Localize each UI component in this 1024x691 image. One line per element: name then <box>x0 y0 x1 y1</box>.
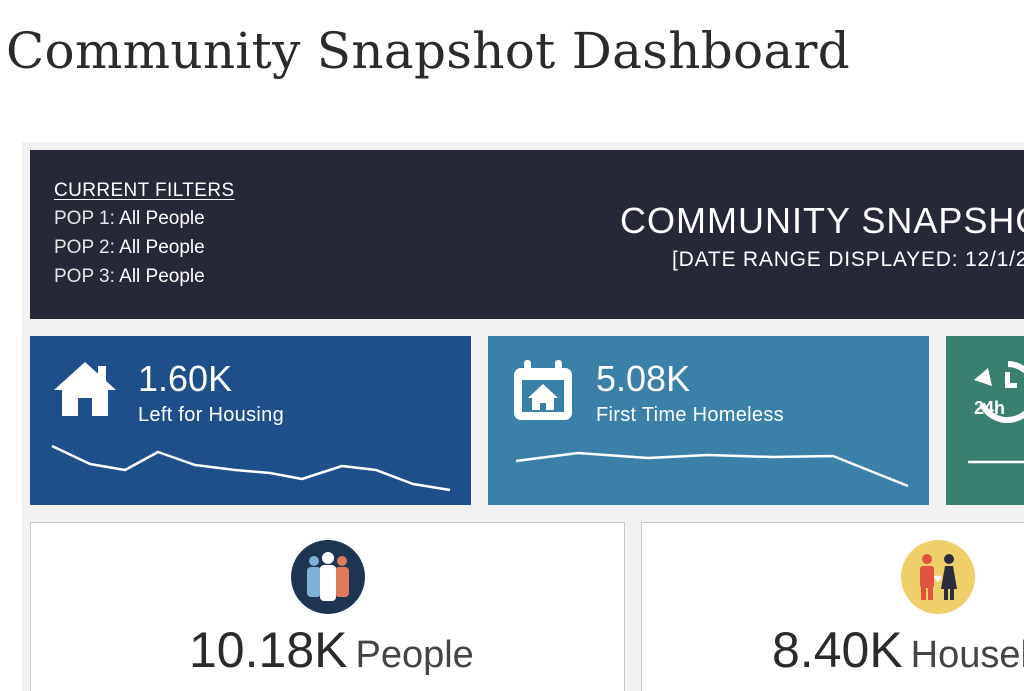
date-range-label: [DATE RANGE DISPLAYED: 12/1/20 <box>672 248 1024 271</box>
dashboard-canvas: CURRENT FILTERS POP 1: All People POP 2:… <box>22 142 1024 691</box>
kpi-third[interactable]: 24h <box>946 336 1024 505</box>
filter-pop-3: POP 3: All People <box>54 266 235 288</box>
filter-pop-3-value: All People <box>119 266 205 287</box>
card-people[interactable]: 10.18K People <box>30 522 625 691</box>
household-count-value: 8.40K <box>772 622 903 678</box>
people-count-unit: People <box>355 634 474 676</box>
filter-pop-1: POP 1: All People <box>54 208 235 230</box>
filter-pop-1-label: POP 1: <box>54 208 115 229</box>
filter-pop-2-value: All People <box>119 237 205 258</box>
current-filters: CURRENT FILTERS POP 1: All People POP 2:… <box>54 180 235 295</box>
kpi-left-for-housing[interactable]: 1.60K Left for Housing <box>30 336 471 505</box>
filter-pop-2-label: POP 2: <box>54 237 115 258</box>
card-households[interactable]: 8.40KHouseh <box>641 522 1024 691</box>
kpi-value: 1.60K <box>138 358 233 399</box>
sparkline-third <box>968 460 1024 464</box>
filter-pop-3-label: POP 3: <box>54 266 115 287</box>
page-title: Community Snapshot Dashboard <box>6 22 851 80</box>
household-count: 8.40KHouseh <box>772 621 1024 679</box>
filters-banner: CURRENT FILTERS POP 1: All People POP 2:… <box>30 150 1024 319</box>
sparkline-first-time-homeless <box>515 451 909 488</box>
kpi-first-time-homeless[interactable]: 5.08K First Time Homeless <box>488 336 929 505</box>
current-filters-title[interactable]: CURRENT FILTERS <box>54 180 235 201</box>
house-icon <box>54 362 116 416</box>
kpi-value: 5.08K <box>596 358 691 399</box>
household-count-unit: Househ <box>910 634 1024 676</box>
kpi-label: Left for Housing <box>138 404 284 426</box>
people-count: 10.18K People <box>189 621 474 679</box>
kpi-label: First Time Homeless <box>596 404 784 426</box>
calendar-house-icon <box>514 360 572 420</box>
household-icon <box>901 540 975 614</box>
people-count-value: 10.18K <box>189 622 348 678</box>
people-group-icon <box>291 540 365 614</box>
filter-pop-2: POP 2: All People <box>54 237 235 259</box>
clock-24h-text: 24h <box>974 398 1005 418</box>
sparkline-left-for-housing <box>51 444 451 492</box>
snapshot-title: COMMUNITY SNAPSHOT <box>620 200 1024 241</box>
filter-pop-1-value: All People <box>119 208 205 229</box>
